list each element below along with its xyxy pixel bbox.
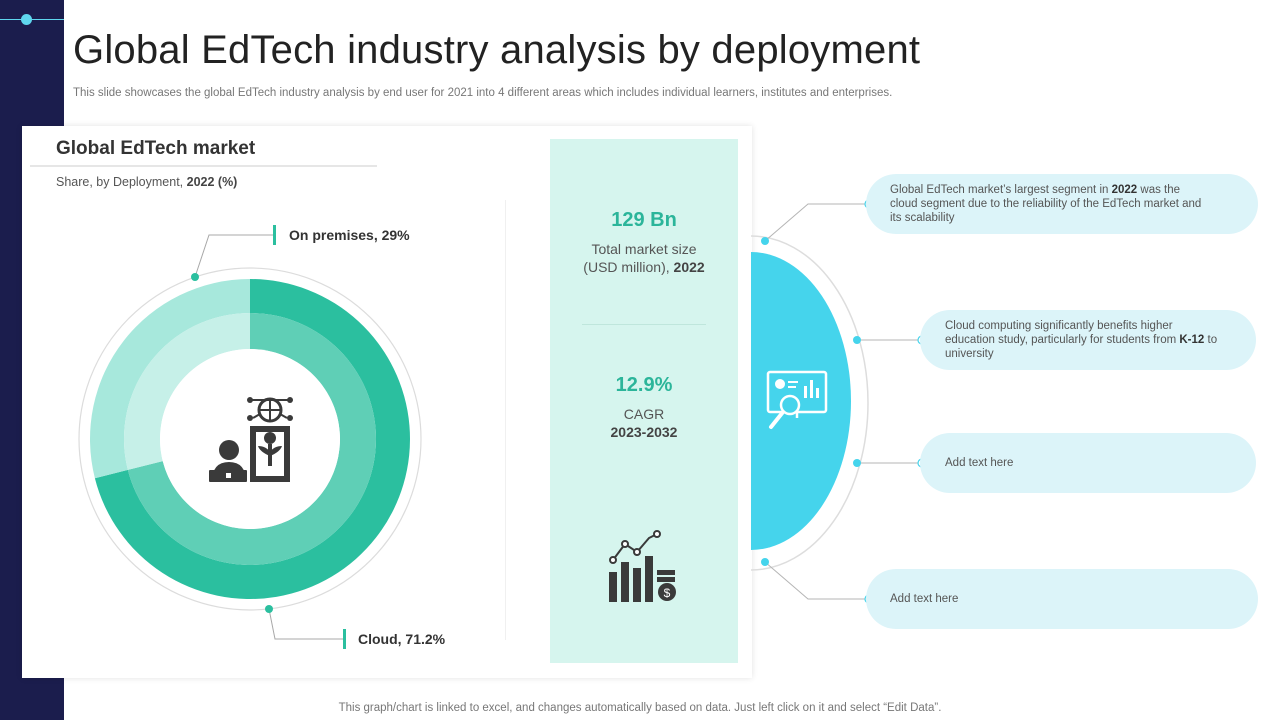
semicircle-outline [750,235,869,571]
chart-title-divider [30,165,377,167]
insight-text-4: Add text here [890,593,959,605]
chart-subtitle: Share, by Deployment, 2022 (%) [56,175,237,189]
cagr-period: 2023-2032 [550,424,738,440]
cagr-period-text: 2023-2032 [610,424,678,440]
connector-dot-2 [853,336,861,344]
data-label-cloud: Cloud, 71.2% [358,631,446,647]
market-size-value: 129 Bn [611,209,677,231]
sidebar-accent-dot [21,14,32,25]
insight-text-2-bold: K-12 [1179,334,1205,346]
market-size-unit-text: (USD million), [583,259,674,275]
insight-pill-3: Add text here [920,433,1256,493]
page-title: Global EdTech industry analysis by deplo… [73,28,921,72]
leader-line-cloud [268,608,345,640]
insight-text-1-bold: 2022 [1111,184,1138,196]
connector-dot-4 [761,558,769,566]
growth-chart-coins-icon: $ [609,530,676,602]
insight-text-1-b: was the cloud segment due to the reliabi… [890,184,1202,224]
insight-pill-1: Global EdTech market’s largest segment i… [866,174,1258,234]
stats-divider [582,324,706,325]
insight-text-1: Global EdTech market’s largest segment i… [890,183,1208,225]
footer-note: This graph/chart is linked to excel, and… [338,702,942,714]
svg-text:$: $ [664,586,671,600]
insight-text-2: Cloud computing significantly benefits h… [945,319,1222,361]
page-subtitle: This slide showcases the global EdTech i… [73,87,893,99]
donut-chart[interactable] [0,0,520,680]
analytics-screen-magnifier-icon [766,370,828,429]
insight-text-3: Add text here [945,457,1014,469]
connector-4 [764,561,869,600]
insight-text-2-a: Cloud computing significantly benefits h… [945,320,1180,346]
chart-subtitle-year: 2022 (%) [186,175,238,189]
label-bar-cloud [343,629,346,649]
market-size-label: Total market size [591,241,697,257]
market-size-year: 2022 [673,259,705,275]
insight-text-1-a: Global EdTech market’s largest segment i… [890,184,1112,196]
chart-subtitle-prefix: Share, by Deployment, [56,175,187,189]
insight-text-2-b: to university [945,334,1218,360]
cagr-value: 12.9% [615,374,673,396]
data-label-on-premises: On premises, 29% [289,227,410,243]
leader-line-on-premises [194,234,275,278]
leader-dot-on-premises [191,273,199,281]
stats-panel [550,139,738,663]
insight-pill-2: Cloud computing significantly benefits h… [920,310,1256,370]
label-bar-on-premises [273,225,276,245]
donut-outer-ring [78,267,422,611]
card-column-divider [505,200,506,640]
donut-outer-slices [89,279,410,599]
cagr-label: CAGR [623,406,665,422]
semicircle-fill [751,252,851,550]
market-size-unit: (USD million), 2022 [550,259,738,275]
connector-dot-3 [853,459,861,467]
edtech-person-investment-icon [209,397,293,482]
leader-dot-cloud [265,605,273,613]
connector-1 [764,203,869,242]
insight-pill-4: Add text here [866,569,1258,629]
donut-inner-slices [123,313,376,565]
chart-title: Global EdTech market [56,138,256,159]
connector-dot-1 [761,237,769,245]
sidebar-accent-line [0,19,64,20]
donut-slice-on-premises[interactable] [89,279,250,479]
donut-slice-on-premises-inner[interactable] [123,313,250,470]
